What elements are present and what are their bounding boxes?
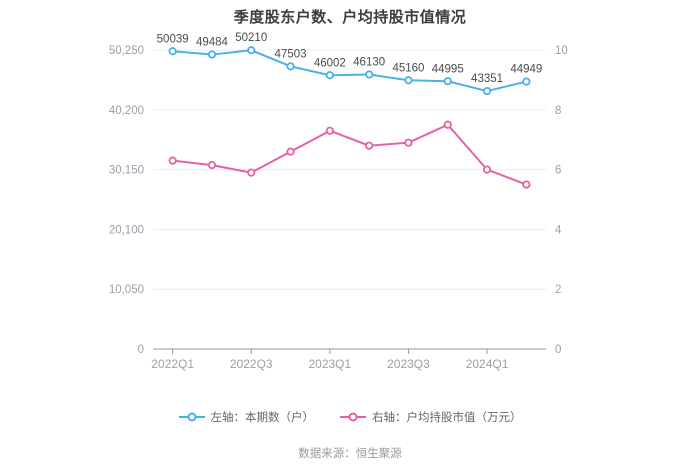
- y-axis-left-tick-label: 40,200: [109, 105, 144, 117]
- data-label: 46130: [353, 57, 385, 69]
- chart-title: 季度股东户数、户均持股市值情况: [233, 9, 467, 26]
- x-axis-tick-label: 2022Q1: [151, 357, 194, 371]
- data-point-marker: [325, 71, 334, 80]
- y-axis-right-tick-label: 10: [555, 45, 568, 57]
- data-point-marker: [522, 180, 531, 189]
- data-point-marker: [482, 86, 492, 96]
- data-label: 50210: [235, 32, 267, 44]
- line-circle-marker-icon: [340, 412, 366, 422]
- y-axis-left-tick-label: 30,150: [109, 165, 144, 177]
- data-label: 43351: [471, 73, 503, 85]
- data-source-caption: 数据来源：恒生聚源: [298, 448, 402, 460]
- x-axis-tick-label: 2022Q3: [230, 357, 273, 371]
- data-point-marker: [286, 147, 295, 156]
- legend-label-market-value: 右轴：户均持股市值（万元）: [372, 412, 522, 424]
- x-axis-tick-label: 2023Q3: [387, 357, 430, 371]
- data-label: 44995: [432, 63, 464, 75]
- data-point-marker: [443, 120, 452, 129]
- data-point-marker: [247, 168, 256, 177]
- data-point-marker: [207, 50, 217, 59]
- data-label: 50039: [157, 33, 189, 45]
- data-label: 44949: [510, 64, 542, 76]
- series-line-0: [171, 49, 528, 93]
- y-axis-right-tick-label: 2: [555, 284, 561, 296]
- data-label: 46002: [314, 57, 346, 69]
- data-point-marker: [325, 126, 334, 135]
- line-circle-marker-icon: [178, 412, 205, 422]
- data-point-marker: [443, 77, 452, 86]
- data-point-marker: [404, 138, 413, 147]
- data-point-marker: [404, 76, 413, 85]
- data-point-marker: [365, 141, 374, 150]
- y-axis-right-tick-label: 8: [555, 105, 561, 117]
- y-axis-right-tick-label: 6: [555, 165, 561, 177]
- data-point-marker: [168, 47, 177, 56]
- line-chart-canvas: 0 0 10,050 2 20,100 4 30,150 6 40,200 8 50,250 10 20…: [109, 32, 568, 371]
- data-label: 45160: [392, 62, 424, 74]
- y-axis-left-tick-label: 0: [138, 344, 144, 356]
- x-axis-tick-label: 2023Q1: [308, 357, 351, 371]
- data-label: 47503: [275, 48, 307, 60]
- y-axis-left-tick-label: 50,250: [109, 45, 144, 57]
- chart-legend: 左轴：本期数（户） 右轴：户均持股市值（万元）: [0, 409, 700, 425]
- data-point-marker: [168, 156, 177, 165]
- data-point-marker: [365, 70, 374, 79]
- y-axis-left-tick-label: 10,050: [109, 284, 144, 296]
- series-line-1: [171, 123, 528, 186]
- y-axis-right-tick-label: 0: [555, 344, 561, 356]
- y-axis-left-tick-label: 20,100: [109, 224, 144, 236]
- x-axis-tick-label: 2024Q1: [466, 357, 509, 371]
- legend-item-market-value[interactable]: 右轴：户均持股市值（万元）: [340, 409, 522, 425]
- data-point-marker: [207, 161, 217, 170]
- data-label: 49484: [196, 37, 229, 49]
- data-point-marker: [522, 77, 531, 86]
- legend-label-shareholder-count: 左轴：本期数（户）: [210, 412, 315, 424]
- data-point-marker: [482, 165, 492, 174]
- data-point-marker: [286, 62, 295, 71]
- legend-item-shareholder-count[interactable]: 左轴：本期数（户）: [178, 409, 315, 425]
- data-point-marker: [247, 46, 256, 55]
- y-axis-right-tick-label: 4: [555, 224, 562, 236]
